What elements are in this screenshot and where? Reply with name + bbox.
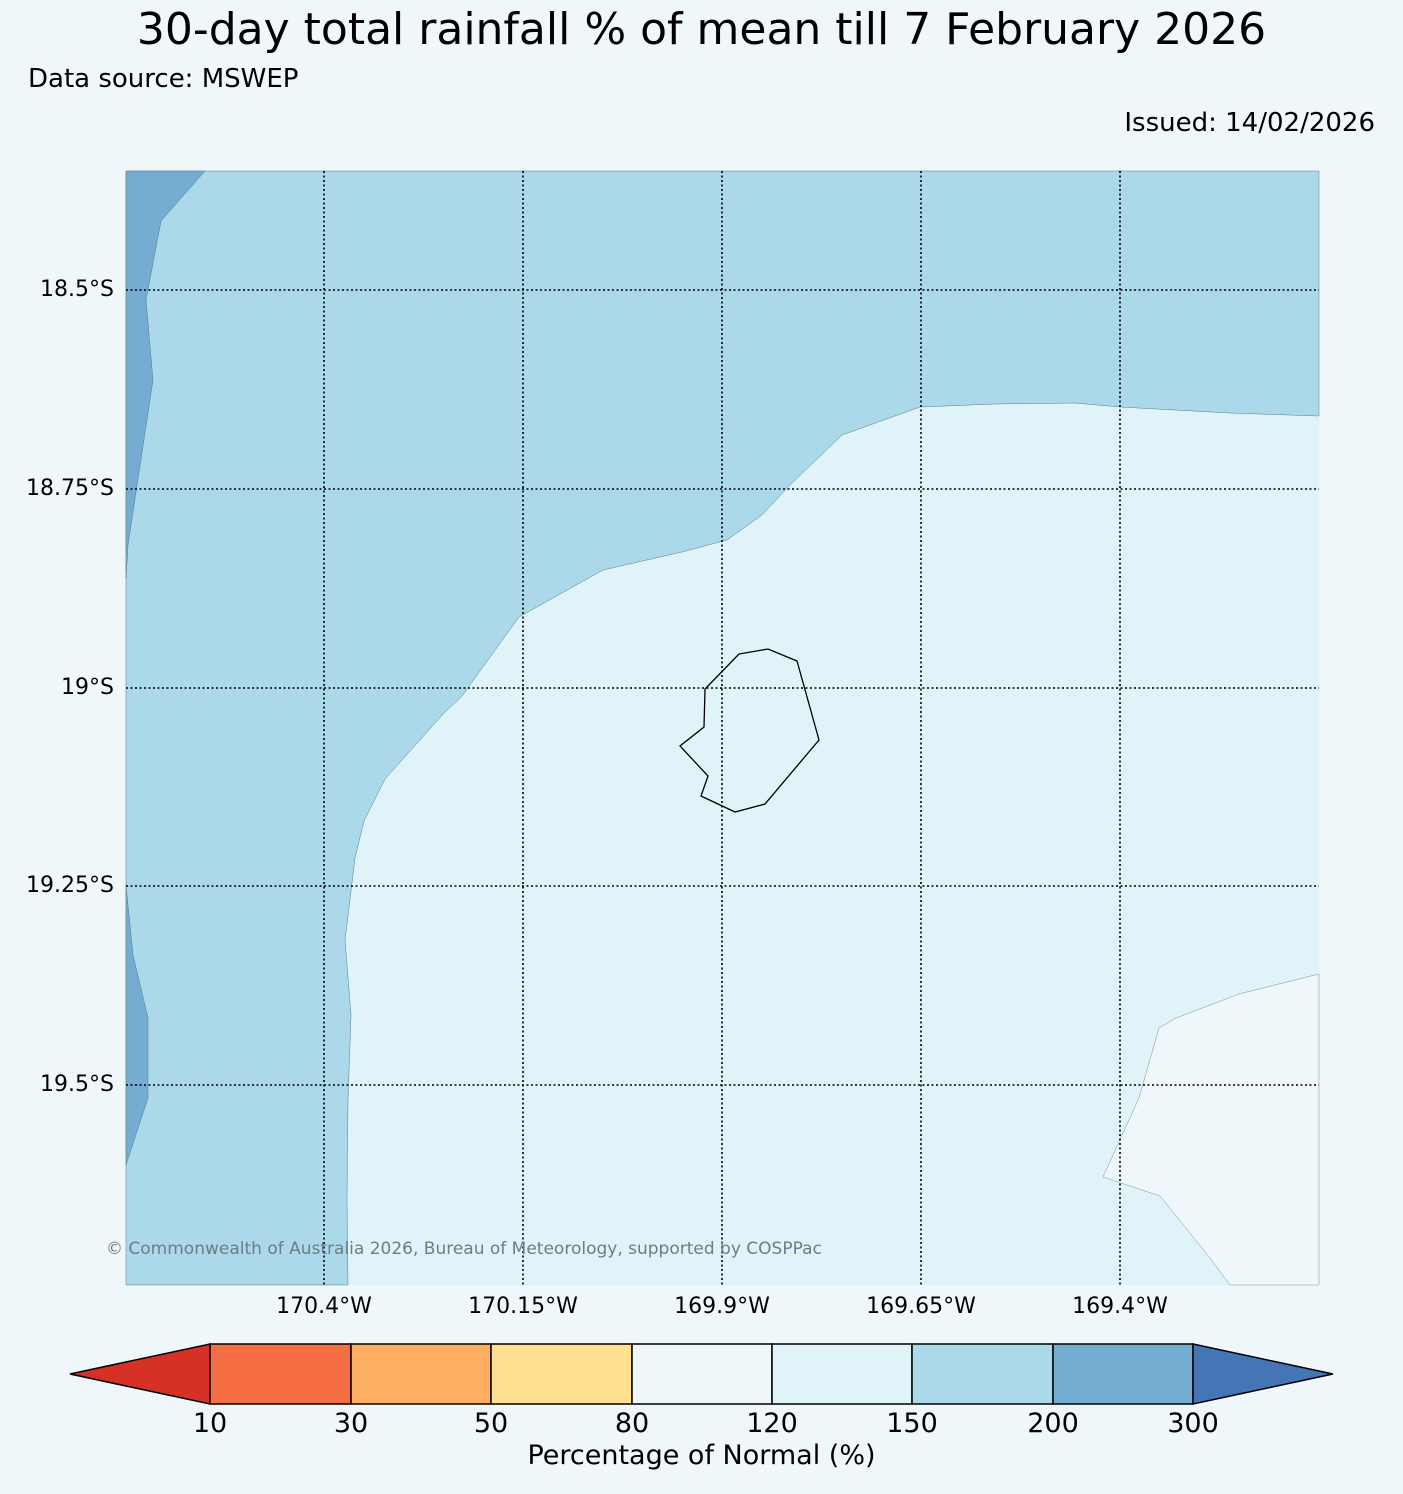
lat-label-19: 19°S [61, 675, 114, 700]
lat-label-18-5: 18.5°S [40, 277, 114, 302]
region-80-120 [1102, 973, 1320, 1286]
copyright-notice: © Commonwealth of Australia 2026, Bureau… [106, 1239, 822, 1259]
colorbar-segment-150-200 [911, 1343, 1054, 1405]
colorbar-tick: 80 [614, 1408, 650, 1439]
colorbar-segment-10-30 [209, 1343, 352, 1405]
colorbar-tick: 300 [1167, 1408, 1219, 1439]
gridlines [126, 171, 1319, 1285]
lat-label-19-5: 19.5°S [40, 1072, 114, 1097]
lat-label-19-25: 19.25°S [26, 873, 114, 898]
lon-label-169-65: 169.65°W [866, 1294, 976, 1319]
figure-title: 30-day total rainfall % of mean till 7 F… [136, 4, 1267, 55]
colorbar-tick: 150 [886, 1408, 938, 1439]
lon-label-170-15: 170.15°W [468, 1294, 578, 1319]
colorbar-tick: 10 [192, 1408, 228, 1439]
region-200-300-lower [125, 884, 149, 1166]
colorbar-segment-200-300 [1052, 1343, 1194, 1405]
colorbar [69, 1343, 1334, 1405]
colorbar-label: Percentage of Normal (%) [527, 1440, 876, 1471]
colorbar-tick: 30 [333, 1408, 369, 1439]
colorbar-segment-120-150 [771, 1343, 913, 1405]
colorbar-tick: 50 [473, 1408, 509, 1439]
colorbar-segment-50-80 [490, 1343, 633, 1405]
lon-label-169-4: 169.4°W [1072, 1294, 1168, 1319]
colorbar-segment-30-50 [350, 1343, 492, 1405]
colorbar-segment-80-120 [631, 1343, 773, 1405]
lat-label-18-75: 18.75°S [26, 476, 114, 501]
region-150-200-north [125, 170, 1320, 1286]
region-200-300-upper [125, 170, 206, 579]
lon-label-169-9: 169.9°W [674, 1294, 770, 1319]
colorbar-extend-low [69, 1343, 211, 1405]
data-source-label: Data source: MSWEP [28, 64, 299, 94]
colorbar-extend-high [1192, 1343, 1334, 1405]
issued-date: Issued: 14/02/2026 [1124, 108, 1375, 138]
colorbar-tick: 120 [746, 1408, 798, 1439]
colorbar-tick: 200 [1027, 1408, 1079, 1439]
island-coastline [679, 648, 820, 813]
lon-label-170-4: 170.4°W [276, 1294, 372, 1319]
